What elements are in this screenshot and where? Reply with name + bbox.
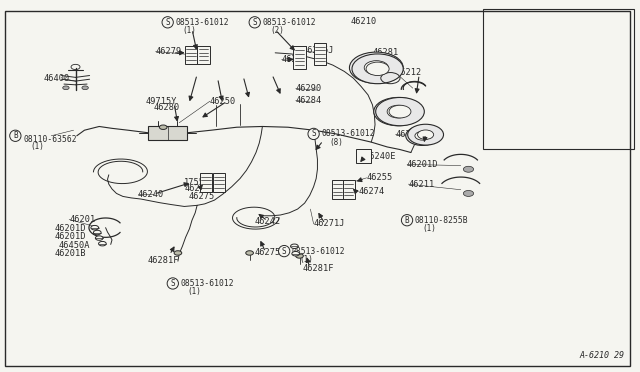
Text: 46210: 46210 [351,17,377,26]
Text: 46281: 46281 [372,48,399,57]
Text: S: S [311,129,316,138]
Text: 08110-8255B: 08110-8255B [415,216,468,225]
Text: S: S [165,18,170,27]
Text: 46201D: 46201D [54,232,86,241]
Circle shape [387,105,409,118]
Text: 46211: 46211 [408,180,435,189]
Text: 46280: 46280 [154,103,180,112]
Circle shape [417,130,434,140]
Text: 46240: 46240 [138,190,164,199]
Circle shape [364,61,388,75]
Text: B: B [404,216,410,225]
Text: 49715Y: 49715Y [146,97,177,106]
Text: B: B [13,131,18,140]
Text: 46275: 46275 [255,248,281,257]
Circle shape [296,254,303,258]
Circle shape [374,97,422,126]
Text: S: S [170,279,175,288]
Bar [148,126,187,140]
Circle shape [352,54,403,84]
Bar [332,180,344,199]
Text: 46310: 46310 [396,130,422,139]
Bar [483,9,634,149]
Text: 08513-61012: 08513-61012 [292,247,346,256]
Text: (1): (1) [30,142,44,151]
Text: 46273: 46273 [282,55,308,64]
Circle shape [174,251,182,255]
Text: (1): (1) [422,224,436,232]
Text: 46201D: 46201D [54,224,86,233]
Circle shape [408,124,444,145]
Circle shape [63,86,69,90]
Circle shape [406,126,439,145]
Circle shape [389,105,411,118]
Text: 46212: 46212 [516,17,542,26]
Bar [293,46,306,69]
Circle shape [376,97,424,126]
Text: 08513-61012: 08513-61012 [180,279,234,288]
Circle shape [571,47,620,76]
Circle shape [91,225,99,230]
Text: 08513-61012: 08513-61012 [262,18,316,27]
Circle shape [292,251,300,256]
Text: 46310: 46310 [552,33,578,42]
Text: (8): (8) [329,138,343,147]
Text: 46240E: 46240E [365,152,396,161]
Text: 46201B: 46201B [54,249,86,258]
Text: 46400: 46400 [44,74,70,83]
Bar [197,46,210,64]
Text: UP TO JAN.'84: UP TO JAN.'84 [506,86,569,94]
Circle shape [159,125,167,129]
Text: 46255: 46255 [367,173,393,182]
Circle shape [93,230,101,235]
Circle shape [95,236,103,240]
Circle shape [291,244,298,248]
Text: 46210: 46210 [384,99,410,108]
Text: 46284: 46284 [296,96,322,105]
Circle shape [366,62,389,76]
Text: (2): (2) [270,26,284,35]
Text: S: S [252,18,257,27]
Text: 46242: 46242 [255,217,281,226]
Text: 08110-63562: 08110-63562 [23,135,77,144]
Text: 08513-61012: 08513-61012 [175,18,229,27]
Bar [314,43,326,65]
Text: (1): (1) [299,255,313,264]
Text: 46276J: 46276J [184,185,216,193]
Text: (1): (1) [188,287,202,296]
Text: (1): (1) [182,26,196,35]
Circle shape [82,86,88,90]
Bar [356,149,371,163]
Text: 46450A: 46450A [59,241,90,250]
Text: 46201D: 46201D [407,160,438,169]
Circle shape [463,166,474,172]
Text: 46276J: 46276J [302,46,333,55]
Circle shape [463,190,474,196]
Circle shape [584,55,606,68]
Text: S: S [282,247,287,256]
Text: 46201: 46201 [69,215,95,224]
Text: 46274: 46274 [358,187,385,196]
Bar [343,180,355,199]
Text: 17556: 17556 [184,178,211,187]
Text: 46279: 46279 [156,47,182,56]
Text: 46281F: 46281F [147,256,179,265]
Text: 46281F: 46281F [302,264,333,273]
Text: 46212: 46212 [396,68,422,77]
Text: 46250: 46250 [210,97,236,106]
Circle shape [415,131,430,140]
Bar [212,173,225,192]
Circle shape [99,241,106,246]
Bar [200,173,212,192]
Circle shape [246,251,253,255]
Text: A-6210 29: A-6210 29 [579,351,624,360]
Text: 46290: 46290 [296,84,322,93]
Circle shape [349,52,403,83]
Text: 08513-61012: 08513-61012 [322,129,376,138]
Text: 46271J: 46271J [314,219,345,228]
Bar [184,46,197,64]
Text: 46275: 46275 [189,192,215,201]
